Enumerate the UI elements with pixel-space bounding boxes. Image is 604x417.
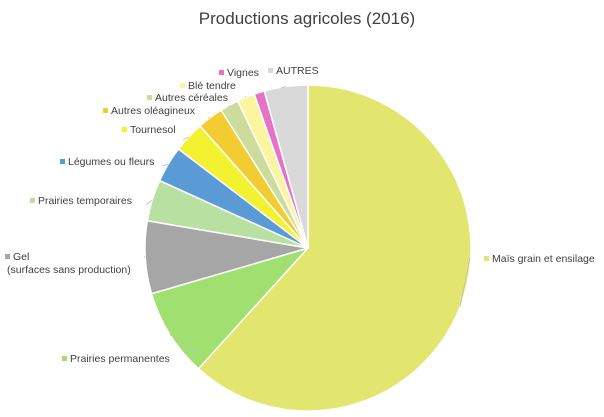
slice-label-mais-grain-et-ensilage: Maïs grain et ensilage [492,253,595,265]
label-marker-vignes [219,70,224,75]
pie-slice-mais-grain-et-ensilage [197,84,472,412]
slice-label-gel: Gel (surfaces sans production) [7,251,131,276]
chart-title: Productions agricoles (2016) [199,9,415,28]
slice-label-ble-tendre: Blé tendre [188,80,236,92]
leader-lines [143,86,471,353]
slice-label-autres: AUTRES [276,65,319,77]
leader-line-prairies-temporaires [145,199,153,206]
label-marker-mais-grain-et-ensilage [484,256,489,261]
slice-label-autres-cereales: Autres céréales [155,92,228,104]
leader-line-mais-grain-et-ensilage [459,257,471,307]
leader-line-ble-tendre [244,95,247,98]
label-marker-prairies-temporaires [30,198,35,203]
slice-labels: Maïs grain et ensilage Prairies permanent… [5,65,595,365]
label-marker-autres [268,68,273,73]
slice-label-prairies-permanentes: Prairies permanentes [70,353,170,365]
slice-label-vignes: Vignes [227,67,259,79]
label-marker-prairies-permanentes [62,356,67,361]
label-marker-autres-cereales [147,95,152,100]
leader-line-autres [280,86,287,89]
leader-line-legumes-ou-fleurs [161,163,169,167]
pie-slices [144,84,472,412]
label-marker-legumes-ou-fleurs [60,159,65,164]
leader-line-tournesol [182,136,189,141]
slice-label-autres-oleagineux: Autres oléagineux [111,105,196,117]
label-marker-autres-oleagineux [103,108,108,113]
leader-line-gel [143,255,146,258]
slice-label-legumes-ou-fleurs: Légumes ou fleurs [68,156,154,168]
slice-label-prairies-temporaires: Prairies temporaires [38,195,132,207]
label-marker-ble-tendre [180,83,185,88]
label-marker-tournesol [122,127,127,132]
leader-line-prairies-permanentes [169,334,196,353]
slice-label-tournesol: Tournesol [130,124,176,136]
label-marker-gel [5,254,10,259]
